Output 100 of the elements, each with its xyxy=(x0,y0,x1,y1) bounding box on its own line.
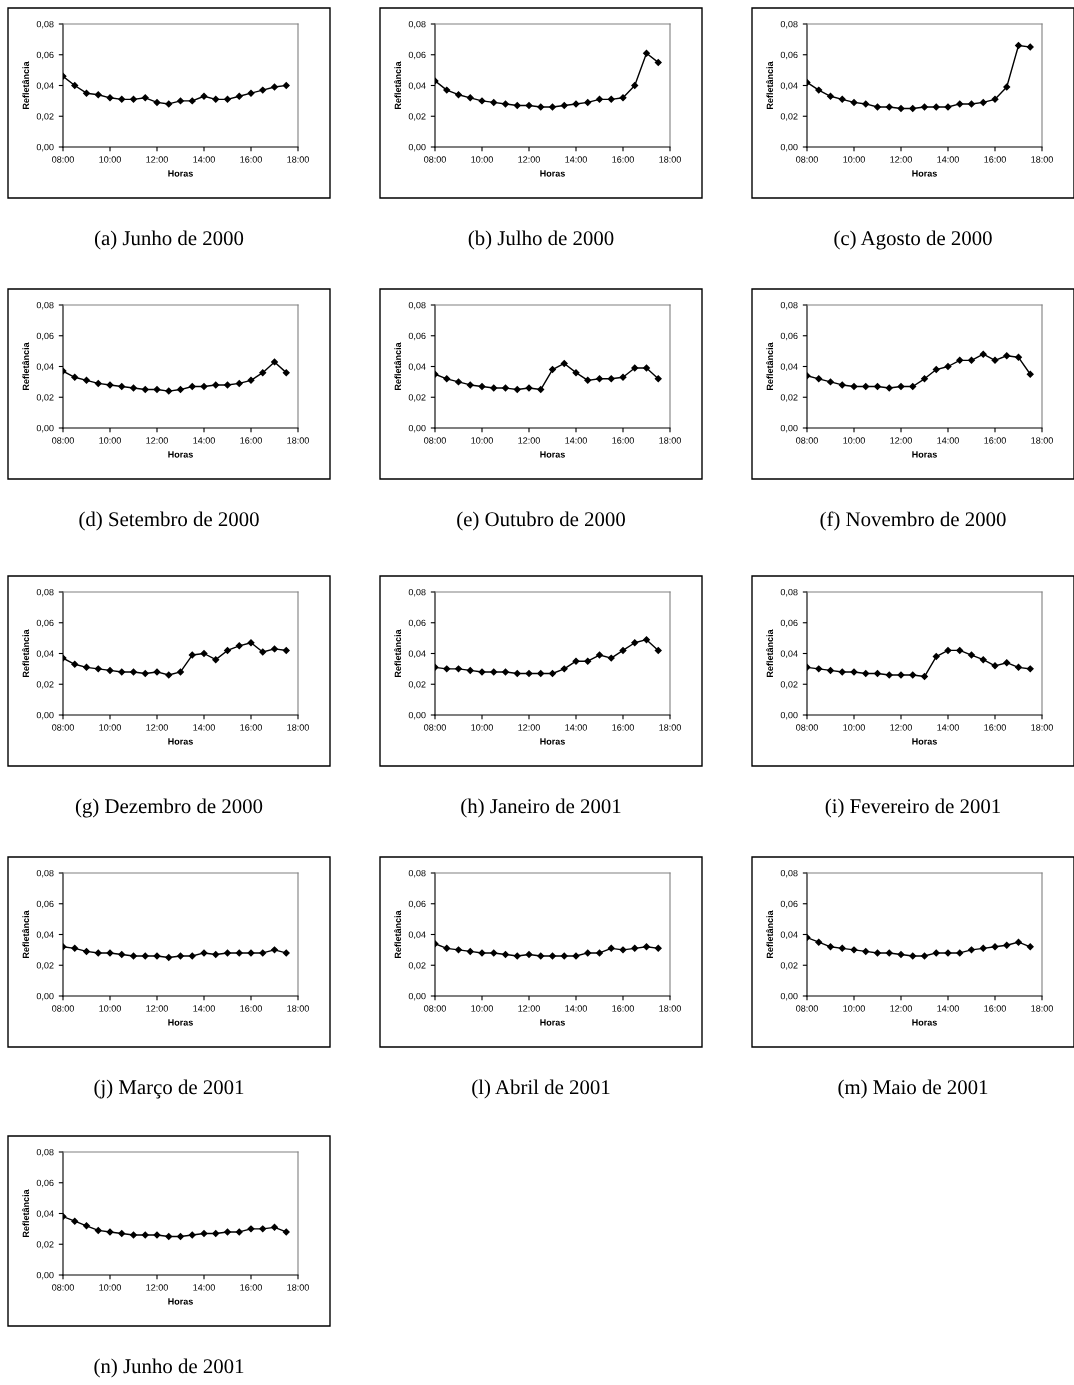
point xyxy=(827,666,834,674)
text: (i) Fevereiro de 2001 xyxy=(825,798,1000,818)
point xyxy=(502,951,509,958)
point xyxy=(200,949,208,957)
point xyxy=(478,97,486,105)
x-tick-label: 18:00 xyxy=(287,156,309,163)
x-tick-label: 16:00 xyxy=(984,156,1006,163)
point xyxy=(478,383,486,390)
point xyxy=(141,952,149,960)
point xyxy=(443,86,451,94)
y-tick-label: 0,06 xyxy=(408,900,426,909)
x-tick-label: 14:00 xyxy=(193,156,215,163)
point xyxy=(643,49,650,57)
y-tick-label: 0,04 xyxy=(36,650,54,658)
x-tick-label: 14:00 xyxy=(937,437,959,444)
x-axis-title: Horas xyxy=(912,1019,937,1026)
y-tick-label: 0,00 xyxy=(408,992,426,1001)
point xyxy=(118,383,126,390)
point xyxy=(525,670,533,677)
x-tick-label: 16:00 xyxy=(240,1005,262,1012)
y-axis-title: Refletância xyxy=(766,910,774,958)
x-tick-label: 16:00 xyxy=(240,437,262,444)
x-tick-label: 12:00 xyxy=(146,156,168,163)
point xyxy=(838,668,846,676)
x-tick-label: 12:00 xyxy=(146,1284,168,1291)
point xyxy=(153,952,161,960)
y-tick-label: 0,00 xyxy=(780,992,798,1001)
x-tick-label: 14:00 xyxy=(937,156,959,163)
point xyxy=(1003,941,1011,949)
y-tick-label: 0,02 xyxy=(408,962,426,970)
y-tick-label: 0,08 xyxy=(408,301,426,310)
y-tick-label: 0,08 xyxy=(36,20,54,29)
x-axis-title: Horas xyxy=(540,451,565,458)
point xyxy=(513,386,521,394)
y-tick-label: 0,04 xyxy=(780,650,798,658)
point xyxy=(247,376,255,384)
x-tick-label: 12:00 xyxy=(518,724,540,731)
point xyxy=(921,673,928,681)
point xyxy=(259,648,267,656)
y-tick-label: 0,08 xyxy=(780,301,798,310)
point xyxy=(177,97,184,105)
point xyxy=(443,665,451,673)
point xyxy=(165,954,173,962)
point xyxy=(607,375,615,383)
x-tick-label: 12:00 xyxy=(518,156,540,163)
point xyxy=(956,100,964,108)
x-tick-label: 16:00 xyxy=(984,1005,1006,1012)
x-tick-label: 10:00 xyxy=(843,156,865,163)
point xyxy=(549,670,556,677)
x-tick-label: 10:00 xyxy=(843,1005,865,1012)
point xyxy=(271,358,278,366)
point xyxy=(224,381,231,389)
x-tick-label: 12:00 xyxy=(146,1005,168,1012)
y-tick-label: 0,00 xyxy=(36,992,54,1001)
point xyxy=(455,665,462,673)
y-axis-title: Refletância xyxy=(22,342,30,390)
point xyxy=(212,951,220,958)
y-tick-label: 0,08 xyxy=(36,301,54,310)
y-tick-label: 0,04 xyxy=(408,363,426,371)
y-axis-title: Refletância xyxy=(766,61,774,109)
y-tick-label: 0,06 xyxy=(36,619,54,628)
text: (d) Setembro de 2000 xyxy=(79,511,259,531)
point xyxy=(979,98,987,106)
point xyxy=(130,1231,137,1239)
point xyxy=(572,100,580,108)
point xyxy=(94,1226,102,1234)
point xyxy=(897,105,905,113)
point xyxy=(874,383,881,390)
point xyxy=(490,98,498,106)
point xyxy=(968,651,975,659)
point xyxy=(188,1231,196,1239)
text: (h) Janeiro de 2001 xyxy=(461,798,621,818)
y-axis-title: Refletância xyxy=(394,342,402,390)
point xyxy=(513,952,521,960)
point xyxy=(271,645,278,653)
x-axis-title: Horas xyxy=(912,738,937,745)
y-tick-label: 0,06 xyxy=(780,332,798,341)
text: (e) Outubro de 2000 xyxy=(457,511,625,531)
point xyxy=(94,665,102,673)
y-axis-title: Refletância xyxy=(22,61,30,109)
point xyxy=(165,1233,173,1241)
y-tick-label: 0,08 xyxy=(780,588,798,597)
x-tick-label: 08:00 xyxy=(796,437,818,444)
point xyxy=(584,657,592,665)
point xyxy=(259,86,267,94)
point xyxy=(502,384,509,392)
x-tick-label: 08:00 xyxy=(424,724,446,731)
y-tick-label: 0,02 xyxy=(36,1241,54,1249)
x-tick-label: 18:00 xyxy=(1031,724,1053,731)
point xyxy=(944,103,952,111)
x-tick-label: 18:00 xyxy=(659,437,681,444)
point xyxy=(235,949,243,957)
x-tick-label: 18:00 xyxy=(1031,437,1053,444)
y-tick-label: 0,04 xyxy=(780,82,798,90)
point xyxy=(874,103,881,111)
point xyxy=(200,650,208,657)
x-tick-label: 16:00 xyxy=(612,724,634,731)
point xyxy=(631,639,639,647)
y-tick-label: 0,00 xyxy=(408,711,426,720)
point xyxy=(991,95,999,103)
